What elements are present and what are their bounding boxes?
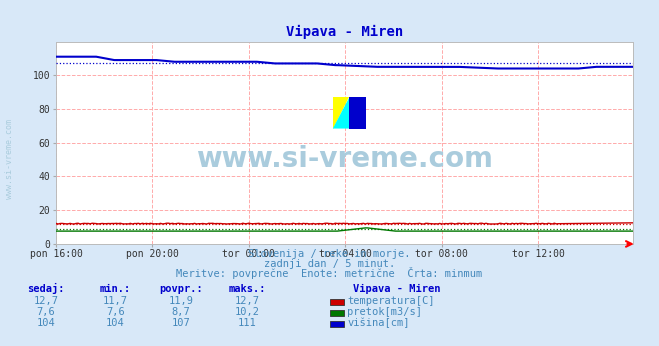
Text: 8,7: 8,7: [172, 307, 190, 317]
Text: pretok[m3/s]: pretok[m3/s]: [347, 307, 422, 317]
Text: maks.:: maks.:: [229, 284, 266, 294]
Text: Slovenija / reke in morje.: Slovenija / reke in morje.: [248, 249, 411, 259]
Text: 11,7: 11,7: [103, 296, 128, 306]
Text: 7,6: 7,6: [106, 307, 125, 317]
Title: Vipava - Miren: Vipava - Miren: [286, 25, 403, 39]
Text: višina[cm]: višina[cm]: [347, 318, 410, 328]
Text: 12,7: 12,7: [34, 296, 59, 306]
Text: 7,6: 7,6: [37, 307, 55, 317]
Text: min.:: min.:: [100, 284, 131, 294]
Text: 11,9: 11,9: [169, 296, 194, 306]
Text: 104: 104: [37, 318, 55, 328]
Text: 107: 107: [172, 318, 190, 328]
Text: sedaj:: sedaj:: [28, 283, 65, 294]
Text: povpr.:: povpr.:: [159, 284, 203, 294]
Text: Meritve: povprečne  Enote: metrične  Črta: minmum: Meritve: povprečne Enote: metrične Črta:…: [177, 267, 482, 280]
Text: 12,7: 12,7: [235, 296, 260, 306]
Text: Vipava - Miren: Vipava - Miren: [353, 284, 440, 294]
Text: 10,2: 10,2: [235, 307, 260, 317]
Text: www.si-vreme.com: www.si-vreme.com: [5, 119, 14, 199]
Text: 104: 104: [106, 318, 125, 328]
Polygon shape: [349, 98, 366, 129]
Text: www.si-vreme.com: www.si-vreme.com: [196, 145, 493, 173]
Polygon shape: [333, 98, 349, 129]
Polygon shape: [333, 98, 366, 129]
Text: zadnji dan / 5 minut.: zadnji dan / 5 minut.: [264, 259, 395, 269]
Text: 111: 111: [238, 318, 256, 328]
Text: temperatura[C]: temperatura[C]: [347, 296, 435, 306]
